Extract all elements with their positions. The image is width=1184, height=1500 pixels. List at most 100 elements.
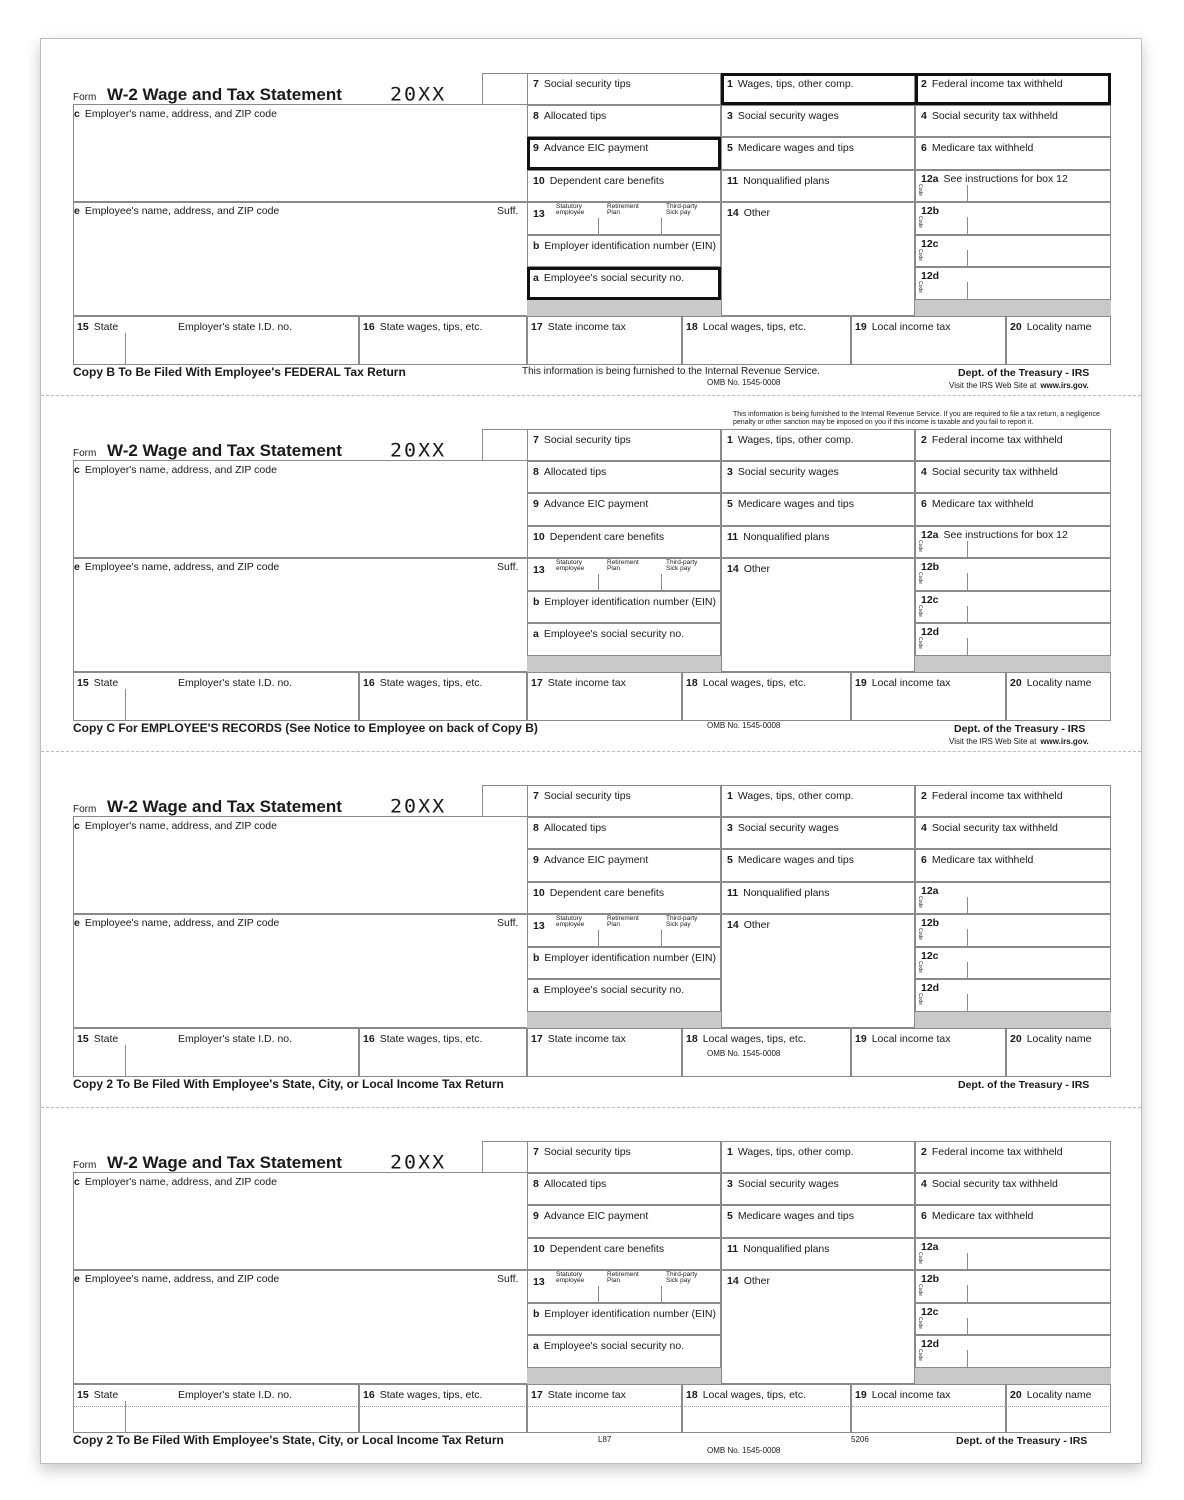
box-a-field[interactable] — [527, 1335, 721, 1368]
box-5-field[interactable] — [721, 137, 915, 170]
box-17-field[interactable] — [527, 1028, 682, 1077]
employee-name-address-field[interactable] — [73, 558, 528, 672]
box-6-field[interactable] — [915, 493, 1111, 526]
box-7-field[interactable] — [527, 1141, 721, 1173]
box-18-field[interactable] — [682, 672, 851, 721]
box-8-field[interactable] — [527, 1173, 721, 1205]
blank-box[interactable] — [482, 785, 528, 817]
box-9-field[interactable] — [527, 849, 721, 882]
box-9-field[interactable] — [527, 137, 721, 170]
box-5-field[interactable] — [721, 849, 915, 882]
box-12b-field[interactable] — [915, 1270, 1111, 1303]
box-12c-field[interactable] — [915, 1303, 1111, 1335]
box-11-field[interactable] — [721, 526, 915, 558]
box-18-field[interactable] — [682, 316, 851, 365]
box-8-field[interactable] — [527, 817, 721, 849]
box-5-field[interactable] — [721, 493, 915, 526]
box-16-field[interactable] — [359, 1028, 527, 1077]
box-2-field[interactable] — [915, 429, 1111, 461]
box-12a-field[interactable] — [915, 526, 1111, 558]
box-2-field[interactable] — [915, 785, 1111, 817]
blank-box[interactable] — [482, 73, 528, 105]
box-7-field[interactable] — [527, 73, 721, 105]
box-19-field[interactable] — [851, 316, 1006, 365]
box-14-field[interactable] — [721, 202, 915, 316]
box-a-field[interactable] — [527, 979, 721, 1012]
box-18-field[interactable] — [682, 1384, 851, 1433]
box-9-field[interactable] — [527, 1205, 721, 1238]
box-15-field[interactable] — [73, 1384, 359, 1433]
box-18-field[interactable] — [682, 1028, 851, 1077]
box-20-field[interactable] — [1006, 1028, 1111, 1077]
box-3-field[interactable] — [721, 461, 915, 493]
box-19-field[interactable] — [851, 672, 1006, 721]
box-6-field[interactable] — [915, 849, 1111, 882]
box-10-field[interactable] — [527, 526, 721, 558]
blank-box[interactable] — [482, 429, 528, 461]
box-16-field[interactable] — [359, 316, 527, 365]
box-10-field[interactable] — [527, 882, 721, 914]
box-12d-field[interactable] — [915, 267, 1111, 300]
box-7-field[interactable] — [527, 429, 721, 461]
employee-name-address-field[interactable] — [73, 914, 528, 1028]
box-3-field[interactable] — [721, 1173, 915, 1205]
box-3-field[interactable] — [721, 817, 915, 849]
box-19-field[interactable] — [851, 1028, 1006, 1077]
box-20-field[interactable] — [1006, 316, 1111, 365]
box-a-field[interactable] — [527, 267, 721, 300]
employee-name-address-field[interactable] — [73, 202, 528, 316]
box-13-field[interactable] — [527, 558, 721, 591]
box-12a-field[interactable] — [915, 170, 1111, 202]
box-15-field[interactable] — [73, 672, 359, 721]
box-12a-field[interactable] — [915, 882, 1111, 914]
box-1-field[interactable] — [721, 429, 915, 461]
box-8-field[interactable] — [527, 461, 721, 493]
box-a-field[interactable] — [527, 623, 721, 656]
irs-url-link[interactable]: www.irs.gov. — [1040, 737, 1089, 746]
box-12b-field[interactable] — [915, 914, 1111, 947]
box-6-field[interactable] — [915, 1205, 1111, 1238]
box-12b-field[interactable] — [915, 558, 1111, 591]
box-14-field[interactable] — [721, 558, 915, 672]
box-13-field[interactable] — [527, 202, 721, 235]
box-17-field[interactable] — [527, 316, 682, 365]
box-12d-field[interactable] — [915, 1335, 1111, 1368]
box-14-field[interactable] — [721, 1270, 915, 1384]
box-3-field[interactable] — [721, 105, 915, 137]
box-12b-field[interactable] — [915, 202, 1111, 235]
box-13-field[interactable] — [527, 914, 721, 947]
box-11-field[interactable] — [721, 1238, 915, 1270]
box-b-field[interactable] — [527, 591, 721, 623]
box-9-field[interactable] — [527, 493, 721, 526]
employee-name-address-field[interactable] — [73, 1270, 528, 1384]
box-1-field[interactable] — [721, 785, 915, 817]
box-12d-field[interactable] — [915, 979, 1111, 1012]
box-12d-field[interactable] — [915, 623, 1111, 656]
box-14-field[interactable] — [721, 914, 915, 1028]
box-7-field[interactable] — [527, 785, 721, 817]
box-8-field[interactable] — [527, 105, 721, 137]
box-16-field[interactable] — [359, 672, 527, 721]
box-10-field[interactable] — [527, 170, 721, 202]
box-17-field[interactable] — [527, 672, 682, 721]
box-12c-field[interactable] — [915, 947, 1111, 979]
box-2-field[interactable] — [915, 1141, 1111, 1173]
box-5-field[interactable] — [721, 1205, 915, 1238]
box-10-field[interactable] — [527, 1238, 721, 1270]
box-12a-field[interactable] — [915, 1238, 1111, 1270]
box-12c-field[interactable] — [915, 591, 1111, 623]
box-11-field[interactable] — [721, 170, 915, 202]
box-6-field[interactable] — [915, 137, 1111, 170]
box-17-field[interactable] — [527, 1384, 682, 1433]
box-4-field[interactable] — [915, 461, 1111, 493]
box-12c-field[interactable] — [915, 235, 1111, 267]
box-11-field[interactable] — [721, 882, 915, 914]
box-1-field[interactable] — [721, 1141, 915, 1173]
box-4-field[interactable] — [915, 1173, 1111, 1205]
box-b-field[interactable] — [527, 1303, 721, 1335]
box-4-field[interactable] — [915, 817, 1111, 849]
blank-box[interactable] — [482, 1141, 528, 1173]
box-4-field[interactable] — [915, 105, 1111, 137]
box-13-field[interactable] — [527, 1270, 721, 1303]
box-20-field[interactable] — [1006, 1384, 1111, 1433]
